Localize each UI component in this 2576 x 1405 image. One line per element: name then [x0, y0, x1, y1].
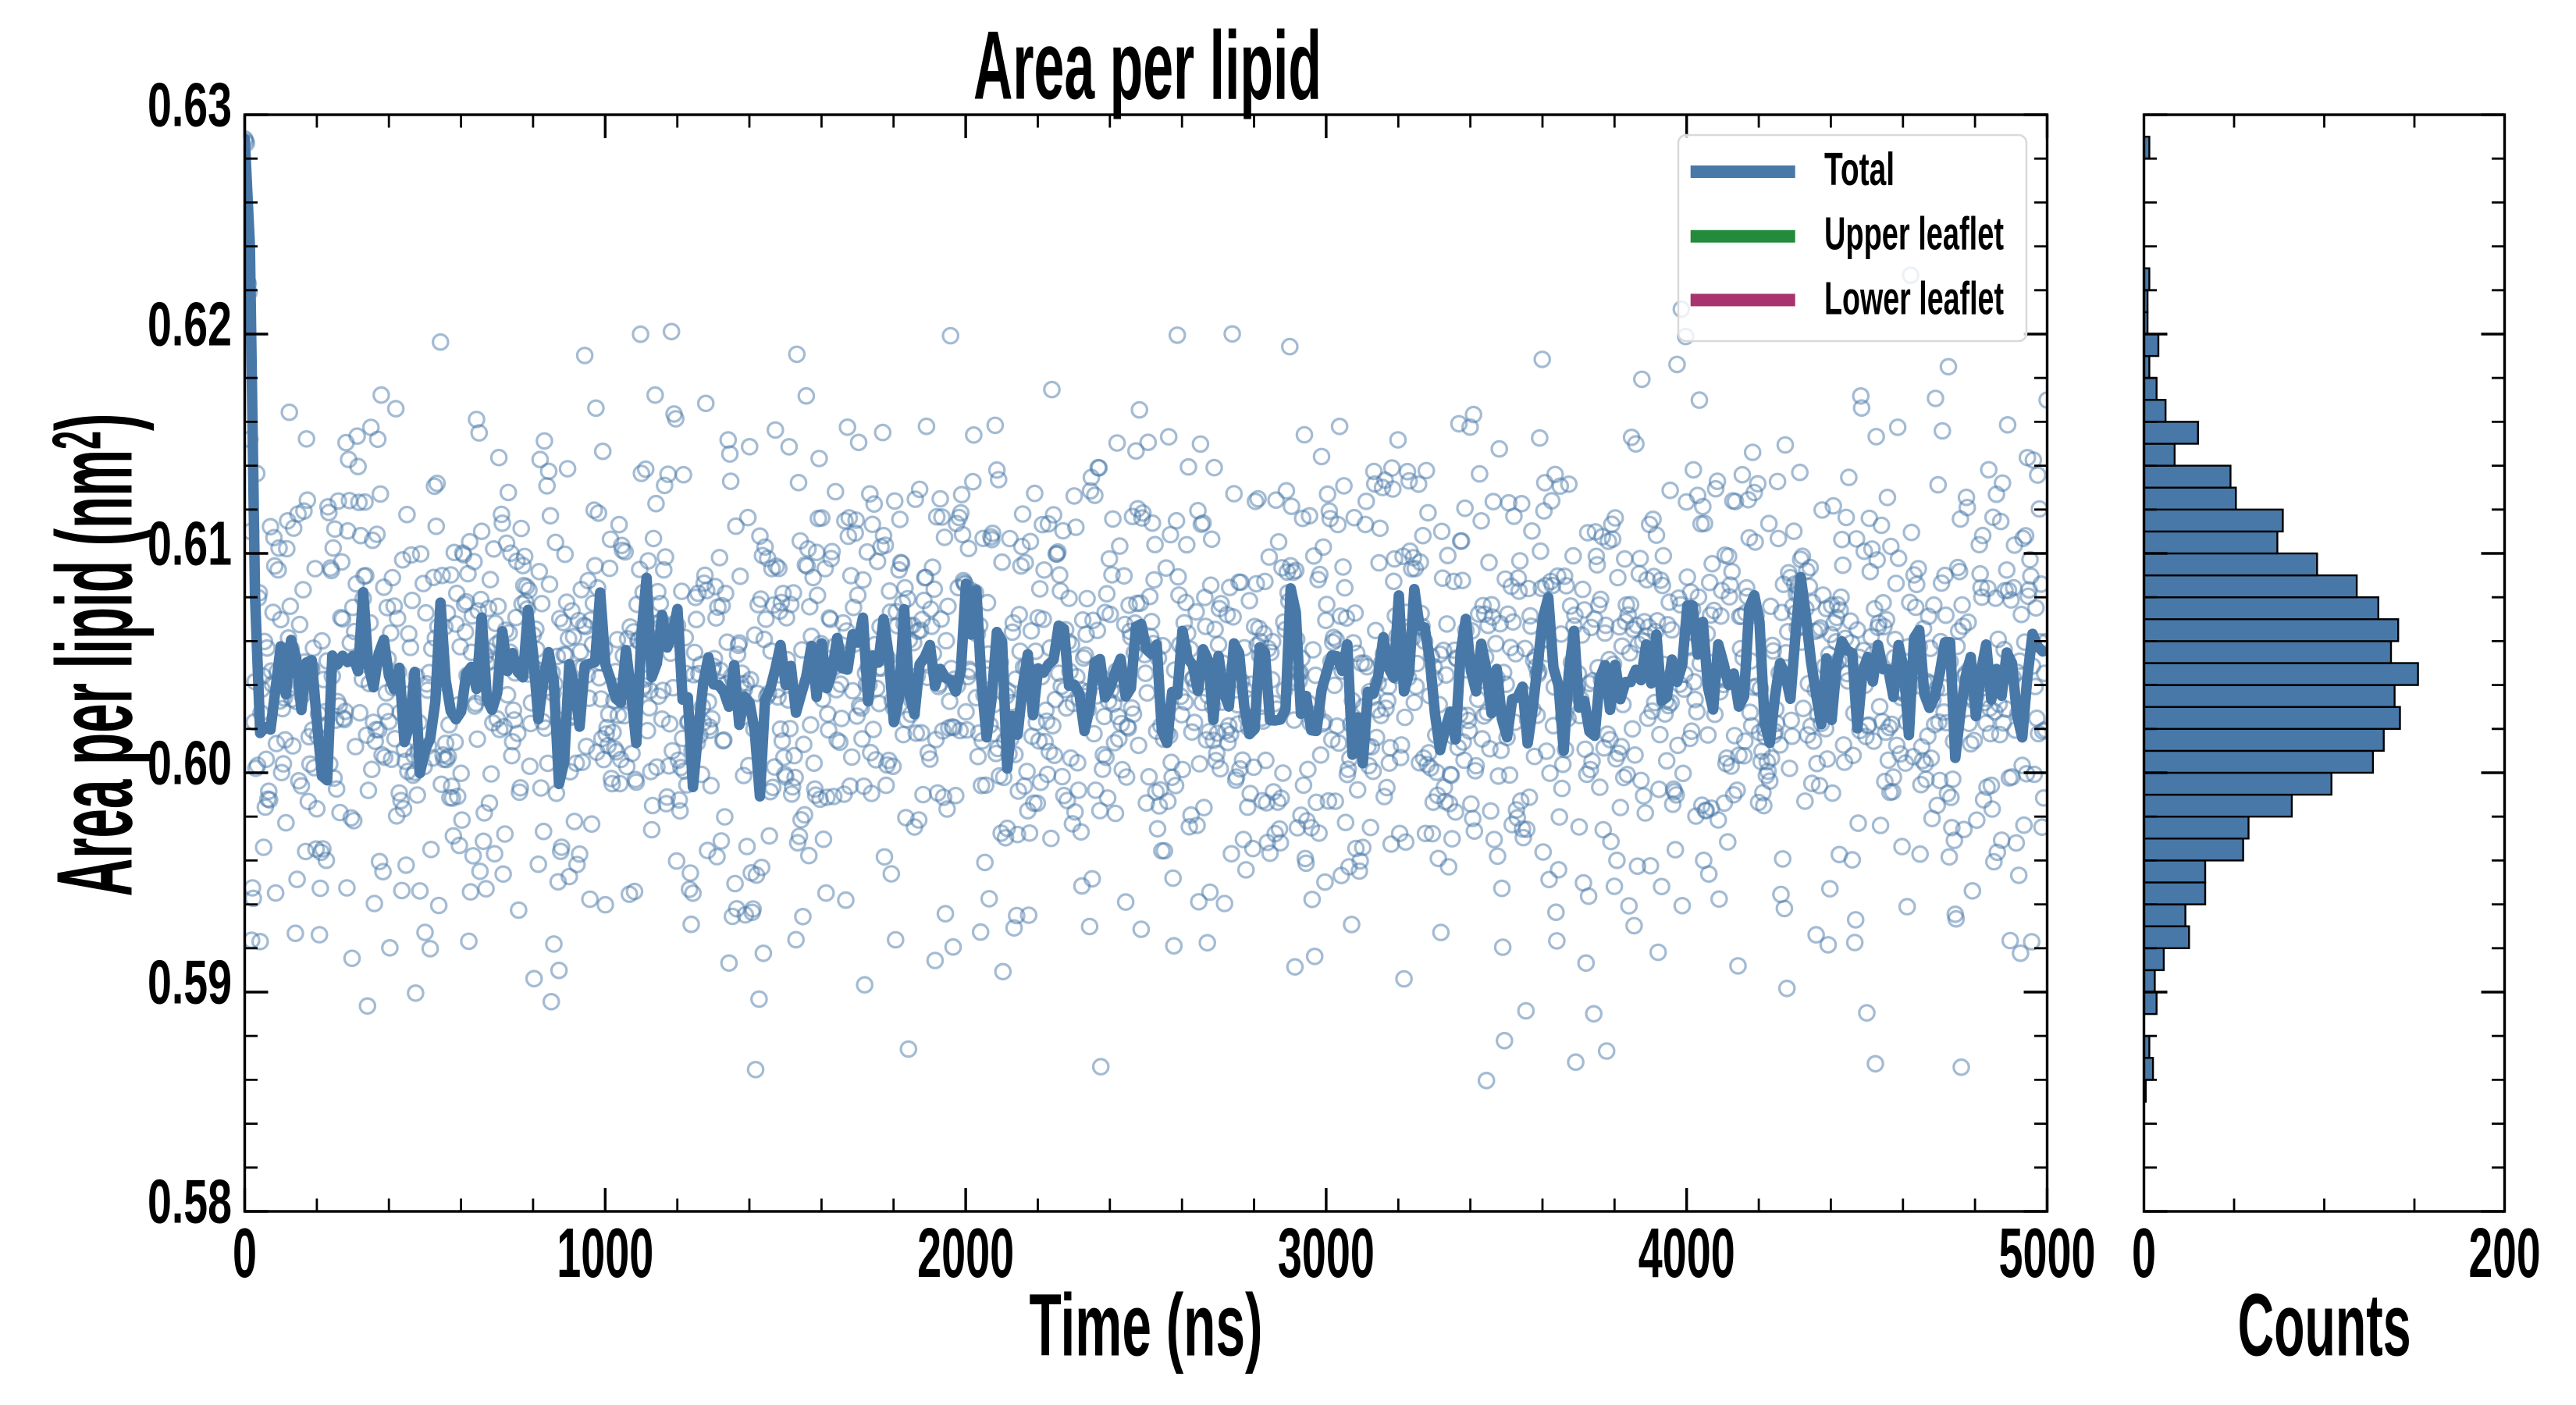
svg-text:0.59: 0.59 [148, 948, 232, 1017]
svg-text:Area per lipid (nm2): Area per lipid (nm2) [35, 414, 155, 897]
svg-text:Area per lipid: Area per lipid [973, 12, 1322, 120]
svg-text:Time (ns): Time (ns) [1030, 1276, 1263, 1375]
svg-text:0.62: 0.62 [148, 290, 232, 359]
svg-text:Upper leaflet: Upper leaflet [1824, 208, 2004, 260]
svg-text:0.63: 0.63 [148, 70, 232, 140]
svg-text:Counts: Counts [2238, 1276, 2411, 1375]
svg-text:5000: 5000 [1999, 1215, 2096, 1293]
svg-text:1000: 1000 [557, 1215, 653, 1293]
svg-text:0.61: 0.61 [148, 509, 232, 578]
svg-text:Lower leaflet: Lower leaflet [1824, 273, 2004, 325]
svg-text:200: 200 [2469, 1215, 2541, 1293]
svg-text:0: 0 [233, 1215, 257, 1293]
svg-text:Total: Total [1824, 144, 1895, 195]
svg-text:2000: 2000 [917, 1215, 1014, 1293]
svg-text:3000: 3000 [1278, 1215, 1375, 1293]
svg-text:0.58: 0.58 [148, 1167, 232, 1236]
svg-text:0.60: 0.60 [148, 728, 232, 798]
svg-text:4000: 4000 [1638, 1215, 1735, 1293]
svg-text:0: 0 [2132, 1215, 2156, 1293]
